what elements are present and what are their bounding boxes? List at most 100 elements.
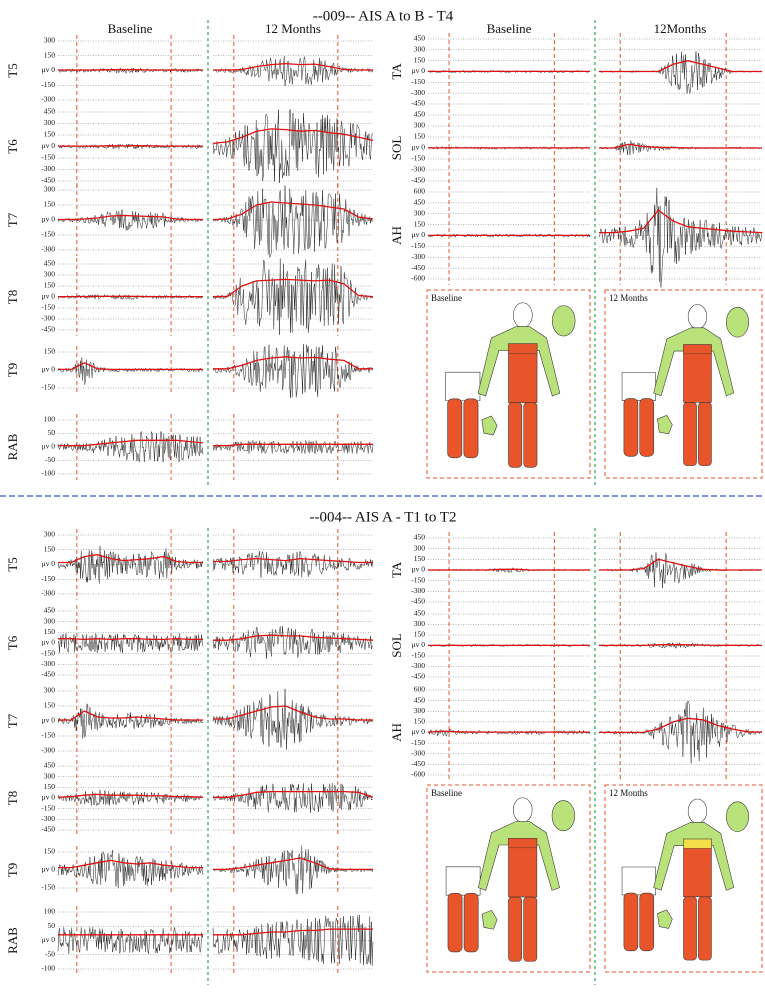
- y-tick-label: -150: [41, 574, 55, 583]
- rms-envelope: [213, 792, 373, 798]
- y-tick-label: μv 0: [42, 716, 56, 725]
- y-tick-label: -150: [411, 154, 425, 163]
- y-tick-label: 300: [44, 530, 56, 539]
- y-tick-label: -600: [411, 274, 425, 283]
- y-tick-label: -450: [411, 99, 425, 108]
- y-tick-label: -450: [41, 325, 55, 334]
- y-tick-label: -100: [41, 964, 55, 973]
- y-tick-label: -300: [41, 746, 55, 755]
- y-tick-label: -150: [41, 80, 55, 89]
- y-tick-label: -450: [41, 825, 55, 834]
- emg-trace: [213, 56, 373, 86]
- muscle-label: SOL: [389, 633, 404, 658]
- muscle-label: T9: [5, 363, 20, 377]
- y-tick-label: 450: [44, 761, 56, 770]
- y-tick-label: -150: [41, 153, 55, 162]
- y-tick-label: μv 0: [412, 66, 426, 75]
- y-tick-label: 450: [414, 110, 426, 119]
- y-tick-label: 50: [48, 428, 56, 437]
- column-header: Baseline: [108, 21, 153, 36]
- y-tick-label: -450: [41, 670, 55, 679]
- y-tick-label: μv 0: [412, 230, 426, 239]
- body-map-label: Baseline: [431, 788, 462, 798]
- y-tick-label: -300: [41, 814, 55, 823]
- y-tick-label: 300: [44, 270, 56, 279]
- rms-envelope: [213, 929, 373, 935]
- y-tick-label: 300: [414, 121, 426, 130]
- muscle-label: T5: [5, 557, 20, 571]
- y-tick-label: μv 0: [42, 638, 56, 647]
- muscle-label: RAB: [5, 433, 20, 460]
- y-tick-label: -150: [411, 575, 425, 584]
- emg-trace: [58, 850, 203, 888]
- rms-envelope: [599, 144, 762, 148]
- rms-envelope: [599, 61, 762, 72]
- y-tick-label: 300: [44, 36, 56, 45]
- y-tick-label: μv 0: [42, 292, 56, 301]
- y-tick-label: 150: [44, 701, 56, 710]
- y-tick-label: 450: [414, 609, 426, 618]
- rms-envelope: [213, 202, 373, 220]
- y-tick-label: -300: [41, 314, 55, 323]
- y-tick-label: 100: [44, 907, 56, 916]
- muscle-label: RAB: [5, 927, 20, 954]
- y-tick-label: μv 0: [42, 442, 56, 451]
- rms-envelope: [213, 444, 373, 445]
- y-tick-label: μv 0: [412, 640, 426, 649]
- y-tick-label: -300: [41, 164, 55, 173]
- y-tick-label: μv 0: [412, 727, 426, 736]
- y-tick-label: -300: [411, 88, 425, 97]
- column-header: 12Months: [654, 21, 707, 36]
- y-tick-label: μv 0: [42, 365, 56, 374]
- y-tick-label: 100: [44, 415, 56, 424]
- muscle-label: T7: [5, 713, 20, 728]
- muscle-label: T7: [5, 212, 20, 227]
- y-tick-label: μv 0: [42, 935, 56, 944]
- muscle-label: AH: [389, 723, 404, 742]
- y-tick-label: 150: [44, 50, 56, 59]
- y-tick-label: -150: [41, 731, 55, 740]
- y-tick-label: -300: [411, 165, 425, 174]
- rms-envelope: [428, 569, 590, 570]
- muscle-label: AH: [389, 226, 404, 245]
- y-tick-label: 600: [414, 187, 426, 196]
- y-tick-label: -450: [411, 597, 425, 606]
- y-tick-label: -450: [411, 176, 425, 185]
- y-tick-label: 50: [48, 921, 56, 930]
- y-tick-label: 300: [44, 616, 56, 625]
- muscle-label: TA: [389, 63, 404, 80]
- y-tick-label: 150: [414, 554, 426, 563]
- y-tick-label: -450: [41, 176, 55, 185]
- y-tick-label: μv 0: [42, 865, 56, 874]
- rms-envelope: [58, 70, 203, 71]
- muscle-label: TA: [389, 561, 404, 578]
- y-tick-label: 150: [44, 544, 56, 553]
- y-tick-label: -150: [41, 303, 55, 312]
- y-tick-label: -100: [41, 469, 55, 478]
- y-tick-label: 450: [414, 533, 426, 542]
- rms-envelope: [58, 555, 203, 563]
- y-tick-label: 450: [414, 198, 426, 207]
- y-tick-label: μv 0: [42, 65, 56, 74]
- y-tick-label: -50: [45, 455, 55, 464]
- y-tick-label: -150: [41, 648, 55, 657]
- y-tick-label: -150: [411, 241, 425, 250]
- muscle-label: T6: [5, 635, 20, 650]
- rms-envelope: [58, 639, 203, 640]
- y-tick-label: μv 0: [42, 215, 56, 224]
- y-tick-label: 450: [44, 259, 56, 268]
- rms-envelope: [599, 718, 762, 732]
- y-tick-label: 300: [414, 45, 426, 54]
- y-tick-label: 150: [414, 717, 426, 726]
- y-tick-label: -50: [45, 949, 55, 958]
- y-tick-label: -300: [41, 589, 55, 598]
- y-tick-label: -150: [41, 230, 55, 239]
- y-tick-label: -150: [411, 651, 425, 660]
- body-map-label: 12 Months: [609, 293, 648, 303]
- y-tick-label: 150: [414, 630, 426, 639]
- emg-trace: [213, 344, 373, 398]
- y-tick-label: -450: [411, 672, 425, 681]
- y-tick-label: -150: [411, 77, 425, 86]
- y-tick-label: 150: [414, 55, 426, 64]
- muscle-label: T6: [5, 139, 20, 154]
